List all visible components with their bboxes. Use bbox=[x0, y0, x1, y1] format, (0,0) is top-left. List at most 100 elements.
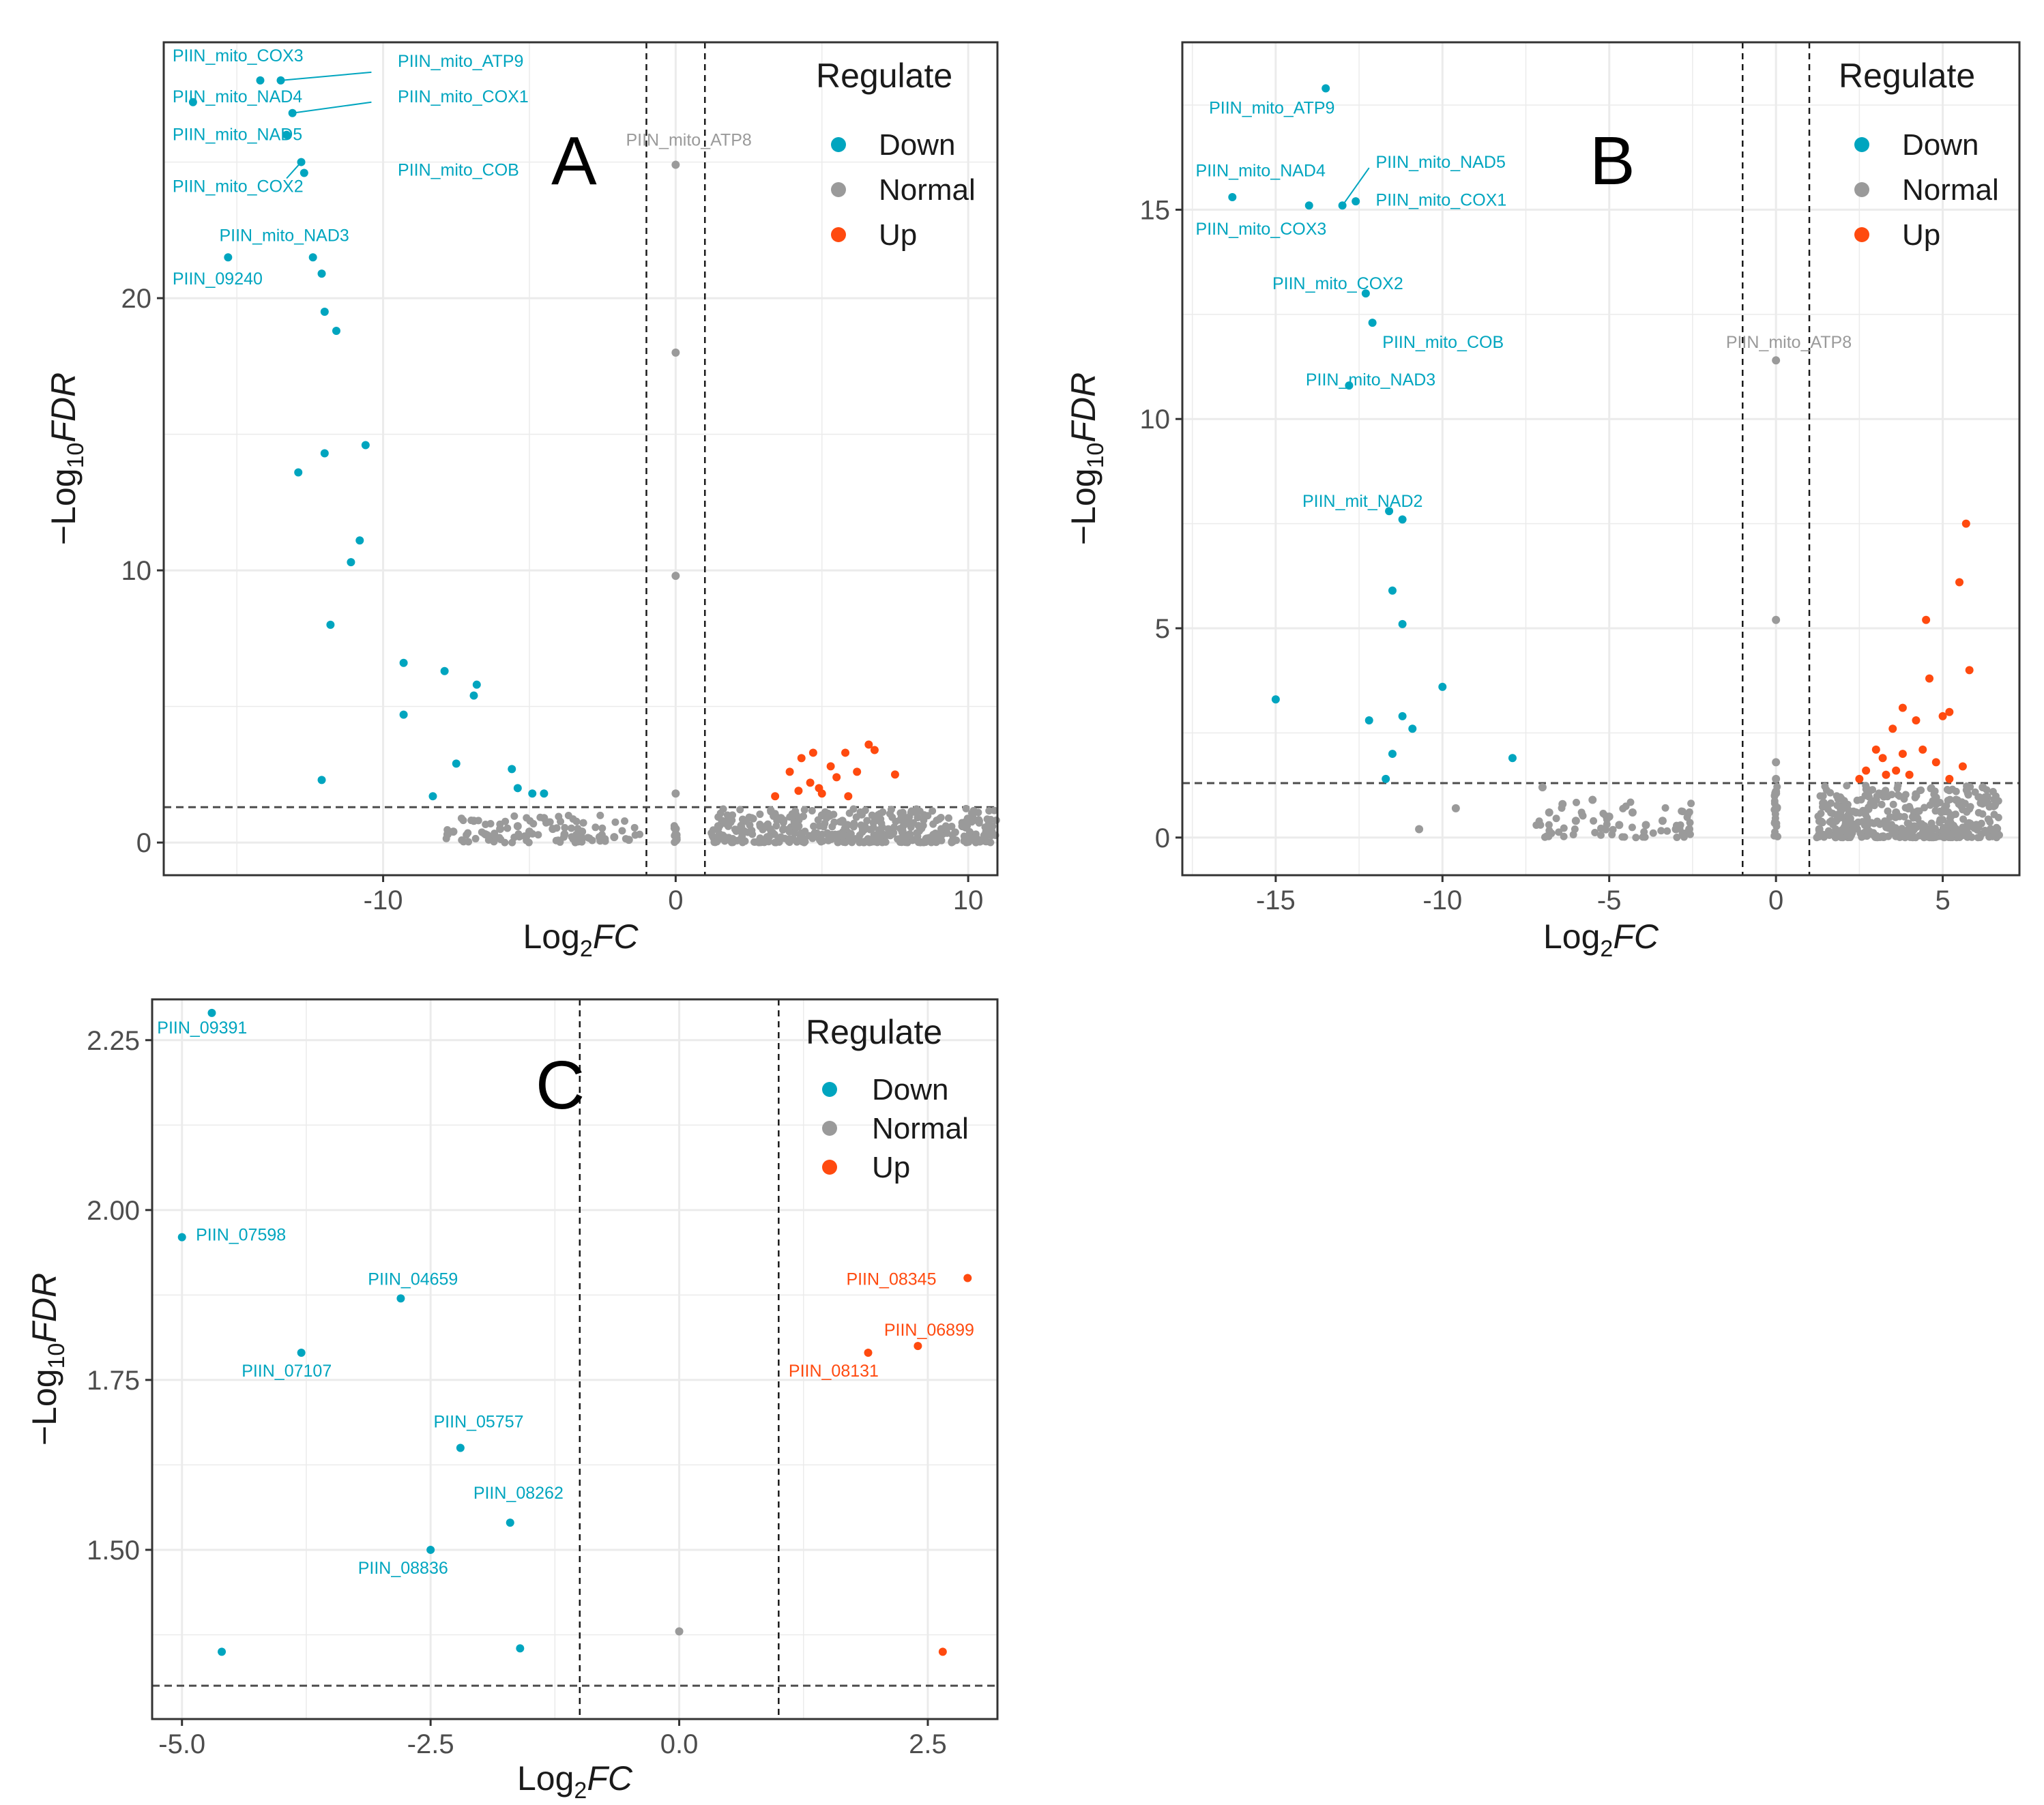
point-normal bbox=[1545, 821, 1553, 829]
point-normal bbox=[1590, 817, 1598, 825]
point-normal bbox=[1833, 802, 1841, 810]
point-normal bbox=[1772, 804, 1780, 812]
point-normal bbox=[980, 832, 988, 840]
point-down bbox=[508, 765, 516, 774]
point-normal bbox=[944, 814, 952, 822]
point-normal bbox=[1817, 810, 1825, 818]
point-down bbox=[207, 1008, 216, 1017]
label-leader-line bbox=[286, 161, 302, 179]
point-normal bbox=[1981, 797, 1989, 805]
point-up bbox=[870, 746, 879, 754]
point-normal bbox=[778, 825, 787, 834]
point-normal bbox=[1909, 814, 1917, 822]
point-down bbox=[1388, 586, 1397, 595]
point-normal bbox=[962, 804, 970, 812]
point-normal bbox=[1770, 832, 1779, 840]
point-normal bbox=[1618, 833, 1626, 841]
y-tick-label: 1.75 bbox=[87, 1366, 140, 1396]
point-normal bbox=[976, 838, 984, 846]
point-normal bbox=[929, 833, 937, 842]
point-normal bbox=[1884, 807, 1892, 815]
point-normal bbox=[742, 817, 750, 825]
point-normal bbox=[1840, 797, 1848, 805]
legend-label-up: Up bbox=[879, 218, 917, 252]
point-normal bbox=[1904, 825, 1912, 834]
point-normal bbox=[1882, 823, 1890, 832]
point-down bbox=[332, 326, 340, 335]
point-normal bbox=[1853, 796, 1861, 804]
point-normal bbox=[765, 832, 773, 840]
point-up bbox=[1912, 716, 1921, 724]
point-up bbox=[853, 767, 862, 776]
point-normal bbox=[1851, 822, 1859, 830]
plot-area bbox=[152, 999, 997, 1719]
point-up bbox=[963, 1274, 972, 1282]
point-normal bbox=[1886, 813, 1894, 821]
gene-label: PIIN_08131 bbox=[789, 1362, 879, 1381]
point-down bbox=[516, 1644, 525, 1653]
point-normal bbox=[992, 816, 1000, 824]
panel-letter: B bbox=[1590, 123, 1635, 199]
y-axis-title: −Log10FDR bbox=[1064, 372, 1109, 545]
legend-label-normal: Normal bbox=[872, 1112, 969, 1145]
point-normal bbox=[776, 814, 785, 823]
point-down bbox=[317, 269, 326, 278]
point-normal bbox=[887, 806, 895, 814]
point-normal bbox=[817, 811, 826, 820]
point-normal bbox=[1673, 833, 1681, 841]
point-down bbox=[399, 658, 408, 667]
x-tick-label: 0 bbox=[668, 885, 683, 915]
gridlines bbox=[1182, 42, 2019, 875]
point-normal bbox=[1892, 808, 1901, 817]
x-tick-label: 5 bbox=[1935, 885, 1950, 915]
point-normal bbox=[767, 808, 775, 816]
x-tick-label: 0.0 bbox=[660, 1729, 699, 1759]
point-normal bbox=[501, 838, 509, 847]
point-down bbox=[355, 536, 364, 545]
point-normal bbox=[772, 838, 780, 847]
point-up bbox=[1888, 724, 1897, 733]
plot-frame bbox=[151, 998, 999, 1720]
point-down bbox=[1361, 289, 1370, 298]
point-normal bbox=[579, 819, 587, 827]
point-normal bbox=[1571, 817, 1580, 825]
point-normal bbox=[1571, 825, 1579, 833]
point-up bbox=[808, 748, 817, 757]
point-normal bbox=[1687, 799, 1695, 808]
point-normal bbox=[1622, 802, 1630, 810]
point-normal bbox=[1837, 811, 1845, 819]
x-tick-label: 10 bbox=[953, 885, 984, 915]
point-normal bbox=[716, 809, 725, 817]
point-up bbox=[1961, 519, 1970, 528]
point-down bbox=[1382, 774, 1390, 783]
legend-label-down: Down bbox=[1902, 128, 1979, 162]
point-normal bbox=[828, 823, 836, 831]
point-normal bbox=[671, 825, 680, 834]
point-normal bbox=[1894, 781, 1902, 789]
point-up bbox=[1931, 758, 1940, 767]
label-leader-line bbox=[280, 71, 372, 81]
legend-title: Regulate bbox=[1839, 57, 1975, 95]
y-tick-label: 5 bbox=[1155, 614, 1170, 644]
gene-label: PIIN_mito_COB bbox=[398, 161, 519, 180]
point-normal bbox=[1912, 791, 1921, 800]
point-normal bbox=[1632, 834, 1640, 842]
point-up bbox=[1871, 745, 1880, 754]
point-normal bbox=[1772, 787, 1781, 796]
point-normal bbox=[1558, 799, 1567, 808]
point-down bbox=[177, 1233, 186, 1242]
point-normal bbox=[459, 817, 467, 825]
gene-label: PIIN_08836 bbox=[358, 1559, 448, 1578]
point-down bbox=[326, 620, 335, 629]
point-normal bbox=[1628, 823, 1636, 832]
point-normal bbox=[1591, 829, 1599, 837]
point-normal bbox=[1816, 792, 1824, 800]
x-tick-label: -2.5 bbox=[407, 1729, 454, 1759]
point-up bbox=[1898, 750, 1907, 759]
point-down bbox=[224, 253, 233, 262]
point-normal bbox=[1560, 824, 1568, 832]
legend-label-down: Down bbox=[879, 128, 956, 162]
point-normal bbox=[621, 817, 629, 825]
panel-c: PIIN_09391 PIIN_07598 PIIN_04659 PIIN_07107… bbox=[25, 998, 999, 1804]
